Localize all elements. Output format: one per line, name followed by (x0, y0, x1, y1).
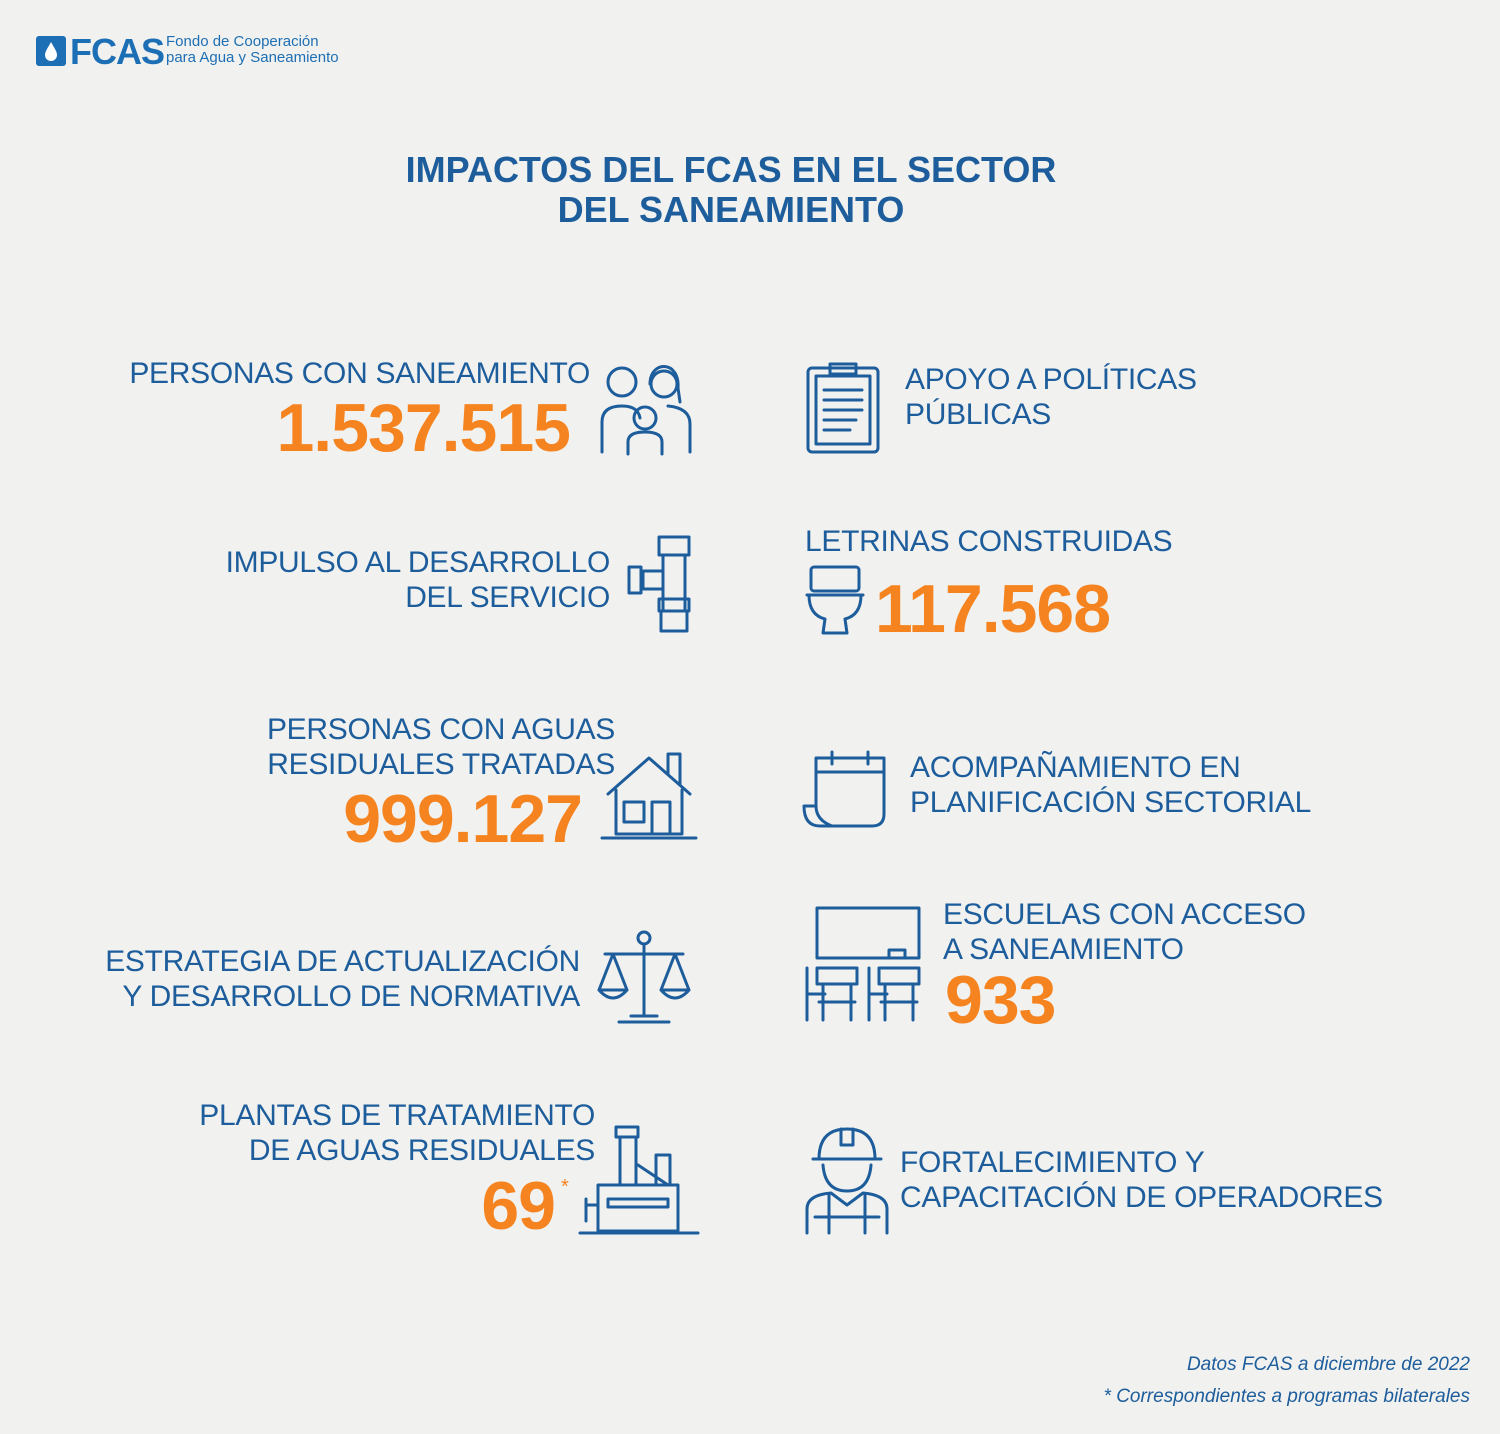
logo-mark (36, 36, 66, 66)
item-value: 999.127 (343, 781, 583, 857)
item-label: FORTALECIMIENTO Y (900, 1146, 1205, 1179)
value-note: * (561, 1176, 569, 1198)
item-label: RESIDUALES TRATADAS (267, 748, 615, 781)
footnote: * Correspondientes a programas bilateral… (1103, 1386, 1470, 1407)
item-label: CAPACITACIÓN DE OPERADORES (900, 1181, 1383, 1214)
item-label: PERSONAS CON AGUAS (266, 713, 615, 746)
clipboard-icon (806, 362, 880, 454)
item-value: 933 (945, 962, 1056, 1038)
item-label-block: IMPULSO AL DESARROLLO DEL SERVICIO (225, 545, 611, 615)
item-label-block: ESTRATEGIA DE ACTUALIZACIÓN Y DESARROLLO… (105, 944, 580, 1014)
item-label: LETRINAS CONSTRUIDAS (805, 525, 1173, 558)
scale-icon (597, 930, 691, 1024)
logo-line: para Agua y Saneamiento (166, 49, 339, 66)
worker-icon (805, 1127, 889, 1235)
logo-line: Fondo de Cooperación (166, 33, 319, 50)
logo-text: FCAS (70, 31, 165, 72)
item-label: ESCUELAS CON ACCESO (943, 898, 1306, 931)
item-label: DE AGUAS RESIDUALES (248, 1134, 595, 1167)
item-label-block: PERSONAS CON AGUAS RESIDUALES TRATADAS (267, 712, 615, 782)
footnote: Datos FCAS a diciembre de 2022 (1186, 1354, 1470, 1375)
item-label: ESTRATEGIA DE ACTUALIZACIÓN (105, 945, 580, 978)
item-label: APOYO A POLÍTICAS (905, 363, 1197, 396)
pipe-icon (627, 535, 691, 633)
title: IMPACTOS DEL FCAS EN EL SECTOR DEL SANEA… (0, 150, 1462, 230)
item-label-block: ACOMPAÑAMIENTO EN PLANIFICACIÓN SECTORIA… (910, 750, 1311, 820)
item-value: 69 (481, 1168, 556, 1244)
item-value: 117.568 (875, 571, 1111, 647)
item-label-block: ESCUELAS CON ACCESO A SANEAMIENTO (943, 897, 1306, 967)
house-icon (600, 752, 698, 840)
item-label: ACOMPAÑAMIENTO EN (910, 751, 1241, 784)
item-label-block: APOYO A POLÍTICAS PÚBLICAS (905, 362, 1197, 432)
title-line: DEL SANEAMIENTO (557, 189, 905, 230)
item-label: DEL SERVICIO (405, 581, 610, 614)
item-label: Y DESARROLLO DE NORMATIVA (122, 980, 580, 1013)
item-label-block: FORTALECIMIENTO Y CAPACITACIÓN DE OPERAD… (900, 1145, 1383, 1215)
toilet-icon (805, 565, 865, 635)
item-label: PLANIFICACIÓN SECTORIAL (910, 786, 1311, 819)
classroom-icon (805, 906, 921, 1022)
item-label-block: PLANTAS DE TRATAMIENTO DE AGUAS RESIDUAL… (199, 1098, 595, 1168)
item-label: A SANEAMIENTO (943, 933, 1184, 966)
item-label: PERSONAS CON SANEAMIENTO (129, 357, 590, 390)
title-line: IMPACTOS DEL FCAS EN EL SECTOR (405, 149, 1057, 190)
factory-icon (578, 1125, 700, 1235)
item-label: PÚBLICAS (905, 398, 1051, 431)
item-label: IMPULSO AL DESARROLLO (225, 546, 611, 579)
item-label: PLANTAS DE TRATAMIENTO (199, 1099, 595, 1132)
calendar-icon (802, 750, 886, 828)
item-value: 1.537.515 (276, 390, 571, 466)
logo-subtitle: Fondo de Cooperación para Agua y Saneami… (166, 34, 339, 66)
family-icon (600, 365, 692, 456)
